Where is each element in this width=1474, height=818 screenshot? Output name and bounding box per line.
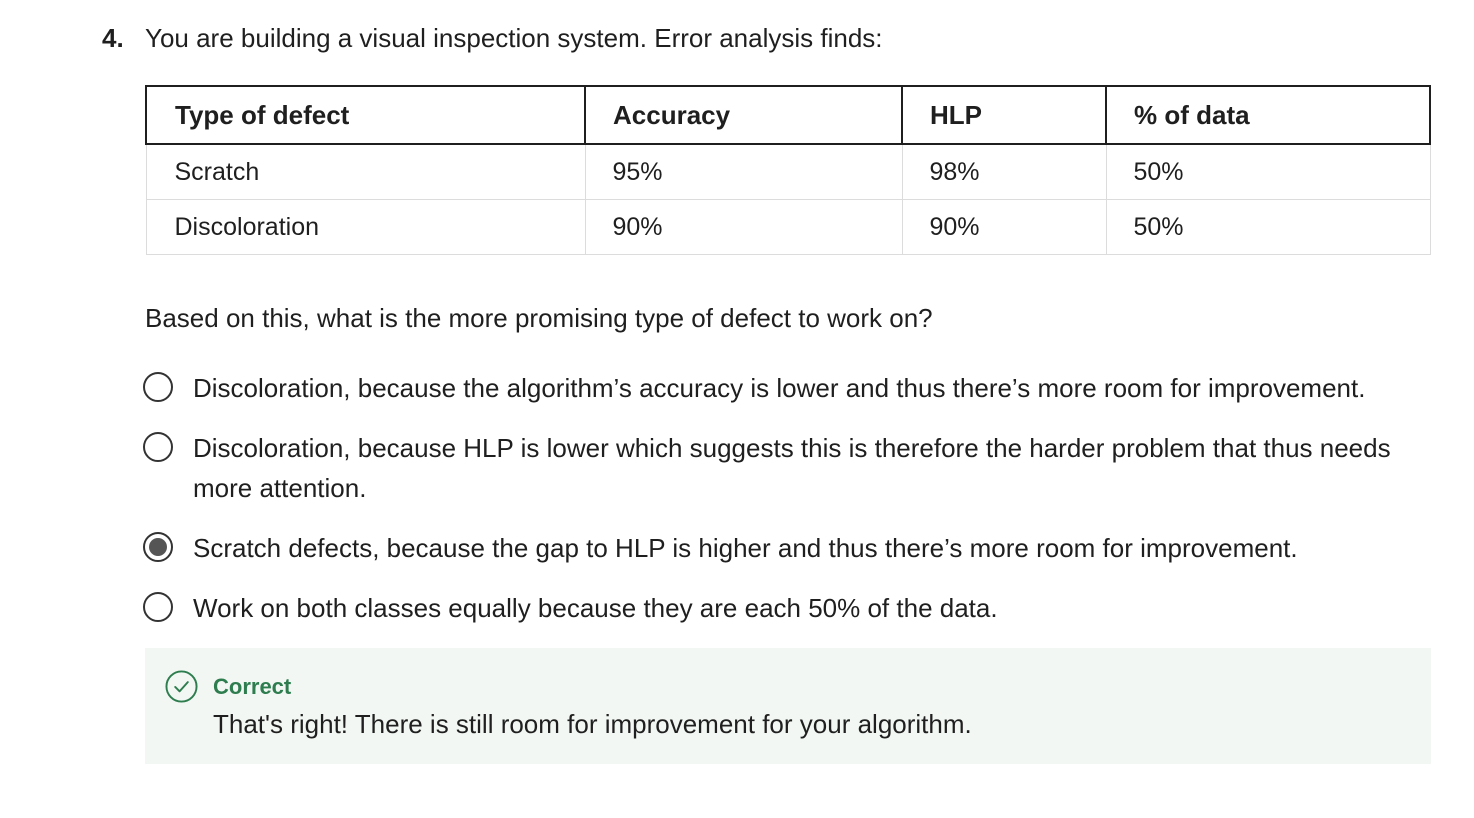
table-cell: Discoloration [145, 199, 586, 255]
radio-button-1[interactable] [143, 372, 173, 402]
answer-option-label[interactable]: Discoloration, because the algorithm’s a… [193, 373, 1366, 403]
table-row: Scratch 95% 98% 50% [145, 143, 1431, 200]
question-prompt: Based on this, what is the more promisin… [145, 303, 933, 333]
table-cell: 50% [1105, 199, 1431, 255]
question-header: 4. You are building a visual inspection … [102, 20, 883, 56]
answer-option-4[interactable]: Work on both classes equally because the… [143, 588, 1433, 628]
table-row: Discoloration 90% 90% 50% [145, 199, 1431, 255]
question-text: You are building a visual inspection sys… [145, 23, 883, 53]
table-cell: 90% [584, 199, 903, 255]
radio-button-3[interactable] [143, 532, 173, 562]
error-analysis-table: Type of defect Accuracy HLP % of data Sc… [145, 85, 1431, 255]
feedback-status: Correct [213, 674, 292, 699]
check-circle-icon [165, 670, 198, 703]
radio-button-4[interactable] [143, 592, 173, 622]
table-cell: Scratch [145, 143, 586, 200]
answer-option-label[interactable]: Work on both classes equally because the… [193, 593, 998, 623]
table-cell: 90% [901, 199, 1107, 255]
answer-option-label[interactable]: Scratch defects, because the gap to HLP … [193, 533, 1298, 563]
column-header-type: Type of defect [145, 85, 586, 145]
answer-option-label[interactable]: Discoloration, because HLP is lower whic… [193, 433, 1391, 503]
feedback-panel: Correct That's right! There is still roo… [145, 648, 1431, 764]
column-header-hlp: HLP [901, 85, 1107, 145]
column-header-percent-data: % of data [1105, 85, 1431, 145]
question-number: 4. [102, 23, 124, 53]
table-cell: 98% [901, 143, 1107, 200]
column-header-accuracy: Accuracy [584, 85, 903, 145]
feedback-message: That's right! There is still room for im… [213, 709, 972, 739]
answer-options: Discoloration, because the algorithm’s a… [143, 368, 1433, 628]
answer-option-2[interactable]: Discoloration, because HLP is lower whic… [143, 428, 1433, 508]
radio-button-2[interactable] [143, 432, 173, 462]
answer-option-3[interactable]: Scratch defects, because the gap to HLP … [143, 528, 1433, 568]
table-header-row: Type of defect Accuracy HLP % of data [145, 85, 1431, 145]
answer-option-1[interactable]: Discoloration, because the algorithm’s a… [143, 368, 1433, 408]
radio-dot-icon [149, 538, 167, 556]
table-cell: 95% [584, 143, 903, 200]
table-cell: 50% [1105, 143, 1431, 200]
